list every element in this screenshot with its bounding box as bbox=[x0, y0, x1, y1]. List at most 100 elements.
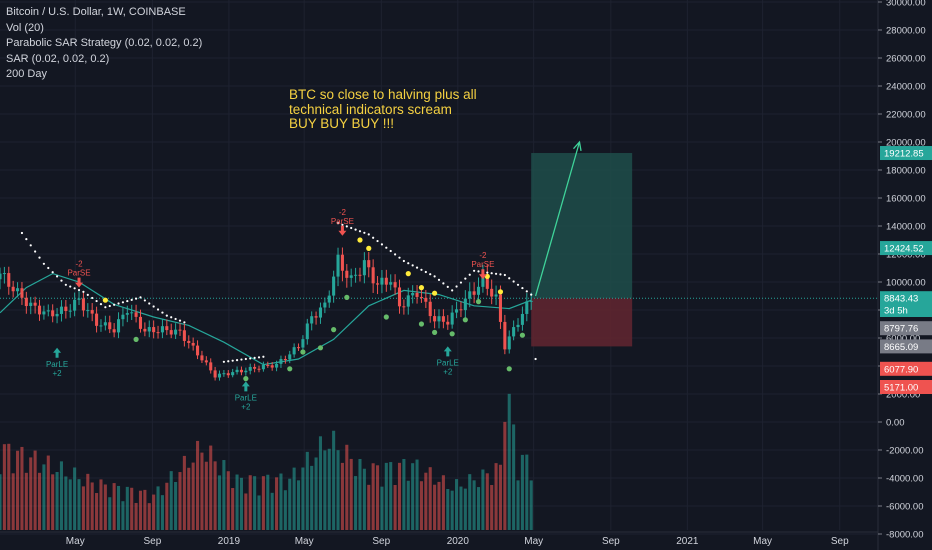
candle-body bbox=[37, 305, 42, 315]
candle-body bbox=[81, 298, 85, 311]
loss-zone bbox=[531, 298, 633, 347]
price-tick-label: 24000.00 bbox=[886, 82, 926, 93]
candle-body bbox=[213, 370, 217, 378]
candle-body bbox=[367, 260, 371, 268]
volume-bar bbox=[169, 471, 173, 530]
indicator-vol[interactable]: Vol (20) bbox=[6, 21, 44, 34]
candle-body bbox=[200, 355, 204, 361]
sar-dot bbox=[407, 262, 410, 265]
sar-short-marker bbox=[357, 237, 363, 243]
volume-bar bbox=[428, 467, 432, 530]
candle-body bbox=[406, 295, 410, 307]
strategy-label-text: ParSE bbox=[67, 269, 90, 278]
candle-body bbox=[112, 329, 116, 333]
candle-body bbox=[380, 277, 384, 285]
sar-dot bbox=[244, 357, 247, 361]
sar-dot bbox=[521, 286, 524, 290]
indicator-200-day[interactable]: 200 Day bbox=[6, 68, 47, 80]
sar-dot bbox=[464, 277, 467, 280]
volume-bar bbox=[437, 481, 441, 530]
candle-body bbox=[29, 302, 33, 307]
sar-dot bbox=[77, 288, 81, 292]
sar-short-marker bbox=[102, 297, 108, 303]
grid bbox=[0, 0, 878, 535]
candle-body bbox=[86, 310, 90, 312]
candle-body bbox=[248, 366, 252, 371]
price-tick-label: 10000.00 bbox=[886, 278, 926, 289]
candle-body bbox=[476, 286, 481, 295]
volume-bar bbox=[95, 493, 99, 530]
volume-bar bbox=[37, 472, 42, 530]
volume-bar bbox=[525, 454, 529, 530]
sar-dot bbox=[165, 314, 168, 317]
sar-dot bbox=[477, 270, 480, 273]
volume-bar bbox=[156, 486, 160, 530]
volume-bar bbox=[279, 473, 283, 530]
text-annotation[interactable]: BTC so close to halving plus all technic… bbox=[289, 87, 477, 132]
sar-dot bbox=[95, 299, 98, 303]
candle-body bbox=[182, 330, 186, 341]
price-tick-label: 20000.00 bbox=[886, 138, 926, 149]
volume-bar bbox=[121, 501, 125, 530]
candle-body bbox=[165, 326, 169, 331]
long-entry-arrow-icon bbox=[443, 346, 452, 357]
candle-body bbox=[275, 363, 279, 368]
volume-bar bbox=[187, 467, 191, 530]
volume-bar bbox=[516, 480, 520, 530]
candle-body bbox=[235, 369, 239, 373]
volume-bar bbox=[81, 486, 85, 530]
sar-dot bbox=[73, 287, 76, 290]
volume-bar bbox=[165, 482, 169, 530]
sar-long-marker bbox=[133, 336, 139, 342]
volume-bar bbox=[178, 472, 182, 530]
sar-long-marker bbox=[383, 314, 389, 320]
price-tag: 3d 5h bbox=[880, 303, 932, 317]
volume-bar bbox=[498, 464, 502, 530]
volume-bar bbox=[108, 497, 112, 530]
sar-dot bbox=[534, 357, 537, 361]
volume-bar bbox=[152, 494, 156, 530]
sar-dot bbox=[156, 308, 160, 311]
candle-body bbox=[160, 326, 164, 333]
sar-dot bbox=[389, 249, 392, 253]
price-tick-label: 22000.00 bbox=[886, 110, 926, 121]
candle-body bbox=[191, 342, 195, 346]
candle-body bbox=[99, 325, 103, 327]
long-entry-arrow-icon bbox=[241, 381, 250, 392]
volume-bar bbox=[266, 474, 270, 530]
volume-bar bbox=[345, 444, 349, 530]
candle-body bbox=[0, 273, 2, 280]
price-tick-label: 26000.00 bbox=[886, 54, 926, 65]
sar-dot bbox=[455, 285, 458, 288]
volume-bar bbox=[204, 461, 208, 530]
sar-short-marker bbox=[366, 245, 372, 251]
candle-body bbox=[455, 309, 459, 313]
candle-body bbox=[490, 288, 494, 297]
profit-zone bbox=[531, 153, 633, 299]
volume-bar bbox=[257, 495, 261, 530]
indicator-sar-strategy[interactable]: Parabolic SAR Strategy (0.02, 0.02, 0.2) bbox=[6, 37, 203, 49]
sar-dot bbox=[459, 281, 463, 284]
indicator-sar[interactable]: SAR (0.02, 0.02, 0.2) bbox=[6, 52, 110, 65]
symbol-title[interactable]: Bitcoin / U.S. Dollar, 1W, COINBASE bbox=[6, 6, 186, 18]
volume-bar bbox=[235, 474, 239, 530]
strategy-label-sub: -2 bbox=[479, 251, 487, 260]
candle-body bbox=[463, 298, 467, 311]
sar-dot bbox=[257, 356, 261, 359]
price-tag: 5171.00 bbox=[880, 380, 932, 394]
volume-bar bbox=[116, 485, 121, 530]
candle-body bbox=[415, 293, 419, 297]
price-tag-label: 8797.76 bbox=[884, 324, 918, 335]
candle-body bbox=[73, 299, 77, 311]
sar-dot bbox=[55, 275, 59, 278]
sar-dot bbox=[372, 236, 375, 239]
candle-body bbox=[393, 282, 397, 288]
strategy-label-sub: -2 bbox=[339, 208, 347, 217]
sar-dot bbox=[516, 283, 520, 286]
candle-body bbox=[358, 274, 362, 276]
volume-bar bbox=[90, 482, 94, 530]
volume-bar bbox=[7, 443, 11, 530]
volume-bar bbox=[0, 474, 2, 530]
candle-body bbox=[90, 310, 94, 314]
